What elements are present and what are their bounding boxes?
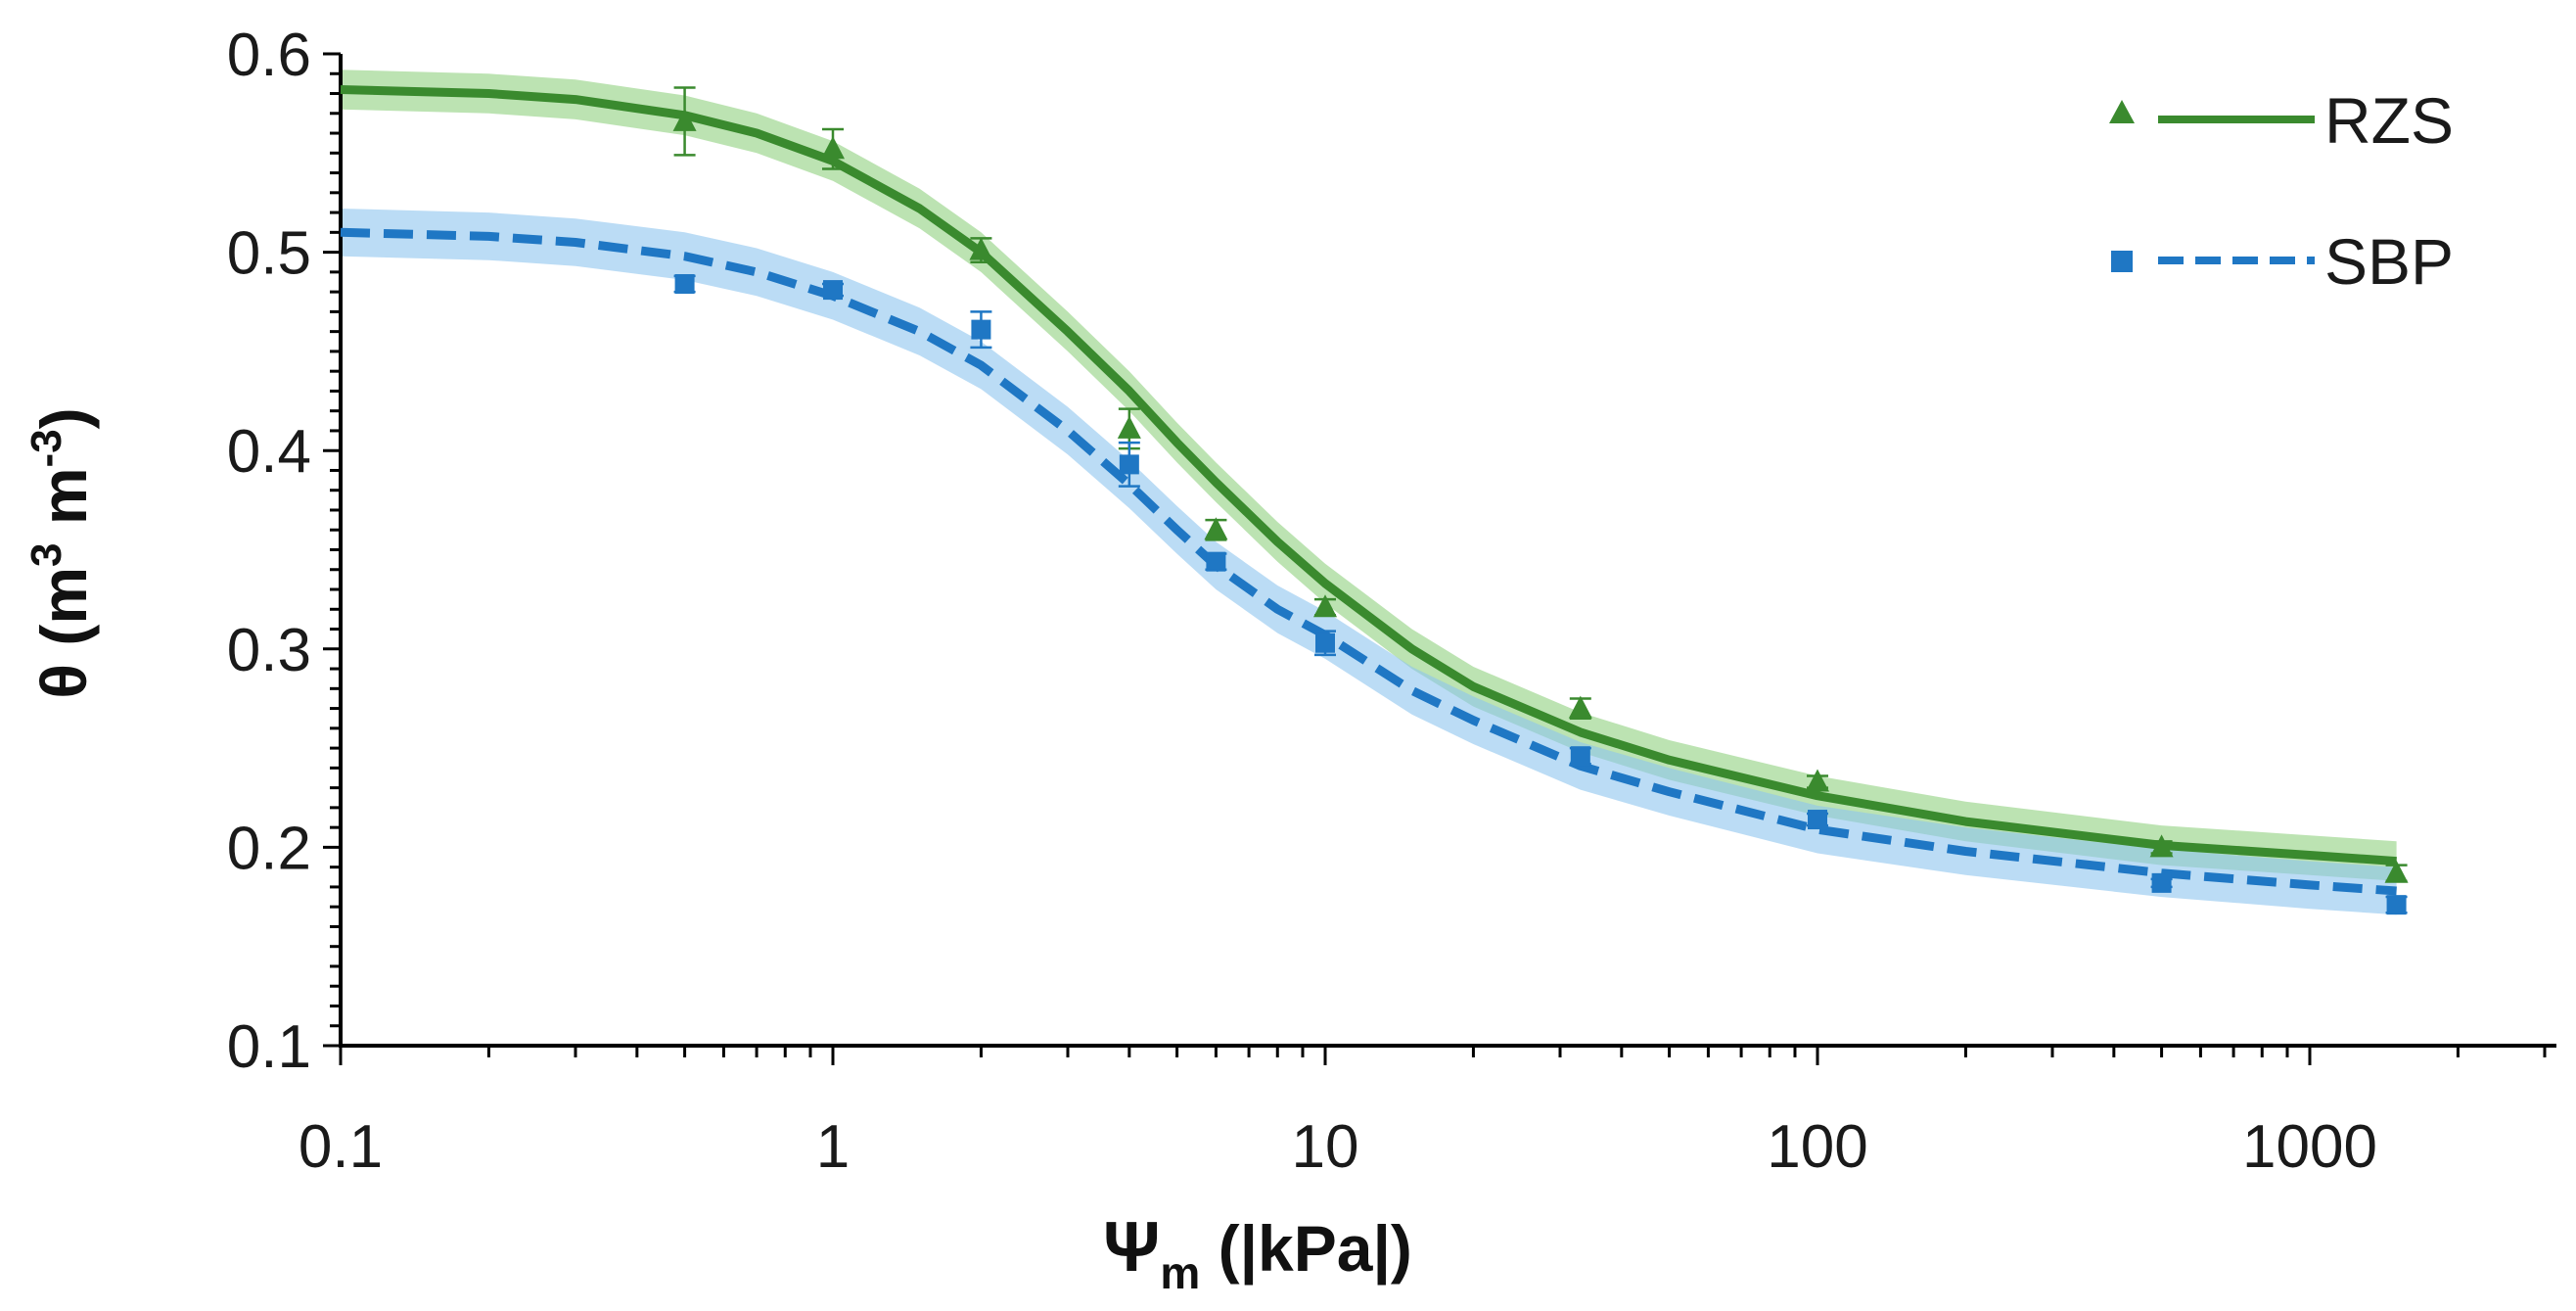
data-point-sbp	[2151, 872, 2172, 893]
y-tick-label: 0.2	[227, 815, 311, 882]
data-point-sbp	[1315, 632, 1335, 653]
fit-line-rzs	[340, 85, 2397, 866]
fit-lines	[340, 85, 2397, 896]
data-point-rzs	[821, 136, 845, 160]
data-point-sbp	[1119, 454, 1139, 475]
y-tick-label: 0.5	[227, 220, 311, 288]
y-tick-label: 0.6	[227, 22, 311, 89]
x-tick-label: 10	[1292, 1113, 1359, 1181]
y-axis-title-main: θ (m	[27, 567, 100, 699]
x-axis-title: Ψm (|kPa|)	[1103, 1208, 1412, 1298]
legend: RZS SBP	[2109, 84, 2454, 298]
confidence-band-sbp	[341, 209, 2397, 915]
y-tick-label: 0.4	[227, 418, 311, 486]
data-point-sbp	[823, 280, 843, 301]
confidence-band-rzs	[341, 70, 2397, 881]
fit-line-sbp	[340, 227, 2397, 896]
ticks	[323, 52, 2547, 1065]
legend-item-rzs: RZS	[2109, 84, 2454, 157]
tick-labels: 0.1 0.2 0.3 0.4 0.5 0.6 0.1 1 10 100 1000	[227, 22, 2377, 1181]
data-point-sbp	[2386, 895, 2407, 915]
data-point-sbp	[1570, 746, 1590, 767]
y-axis-title: θ (m3 m-3)	[23, 407, 100, 698]
y-axis-title-sup2: -3	[23, 429, 70, 467]
y-axis-title-mid: m	[27, 467, 100, 542]
data-point-rzs	[2384, 860, 2409, 883]
x-axis-title-main: Ψ	[1103, 1208, 1160, 1287]
x-tick-label: 1	[816, 1113, 850, 1181]
legend-item-sbp: SBP	[2111, 225, 2454, 298]
data-point-sbp	[674, 274, 695, 295]
y-tick-label: 0.1	[227, 1013, 311, 1081]
y-tick-label: 0.3	[227, 617, 311, 684]
confidence-bands	[341, 70, 2397, 915]
legend-sbp-square-marker	[2111, 251, 2133, 272]
data-point-rzs	[969, 237, 993, 260]
y-axis-title-sup1: 3	[23, 542, 70, 566]
x-axis-title-sub: m	[1160, 1247, 1200, 1298]
y-axis-title-end: )	[27, 407, 100, 429]
data-point-sbp	[1808, 810, 1827, 830]
data-point-rzs	[672, 108, 697, 131]
data-point-sbp	[971, 319, 991, 340]
data-point-sbp	[1206, 551, 1226, 572]
x-axis-title-rest: (|kPa|)	[1200, 1212, 1412, 1287]
data-point-rzs	[2149, 834, 2174, 858]
data-point-rzs	[1204, 517, 1228, 540]
x-tick-label: 100	[1767, 1113, 1867, 1181]
data-point-rzs	[1313, 594, 1337, 618]
legend-rzs-triangle-marker	[2109, 100, 2135, 123]
x-tick-label: 1000	[2242, 1113, 2377, 1181]
x-tick-label: 0.1	[299, 1113, 383, 1181]
data-point-rzs	[1117, 415, 1141, 439]
legend-rzs-label: RZS	[2324, 84, 2454, 157]
data-markers	[672, 108, 2409, 915]
data-point-rzs	[1806, 769, 1829, 792]
data-point-rzs	[1568, 695, 1592, 719]
legend-sbp-label: SBP	[2324, 225, 2454, 298]
